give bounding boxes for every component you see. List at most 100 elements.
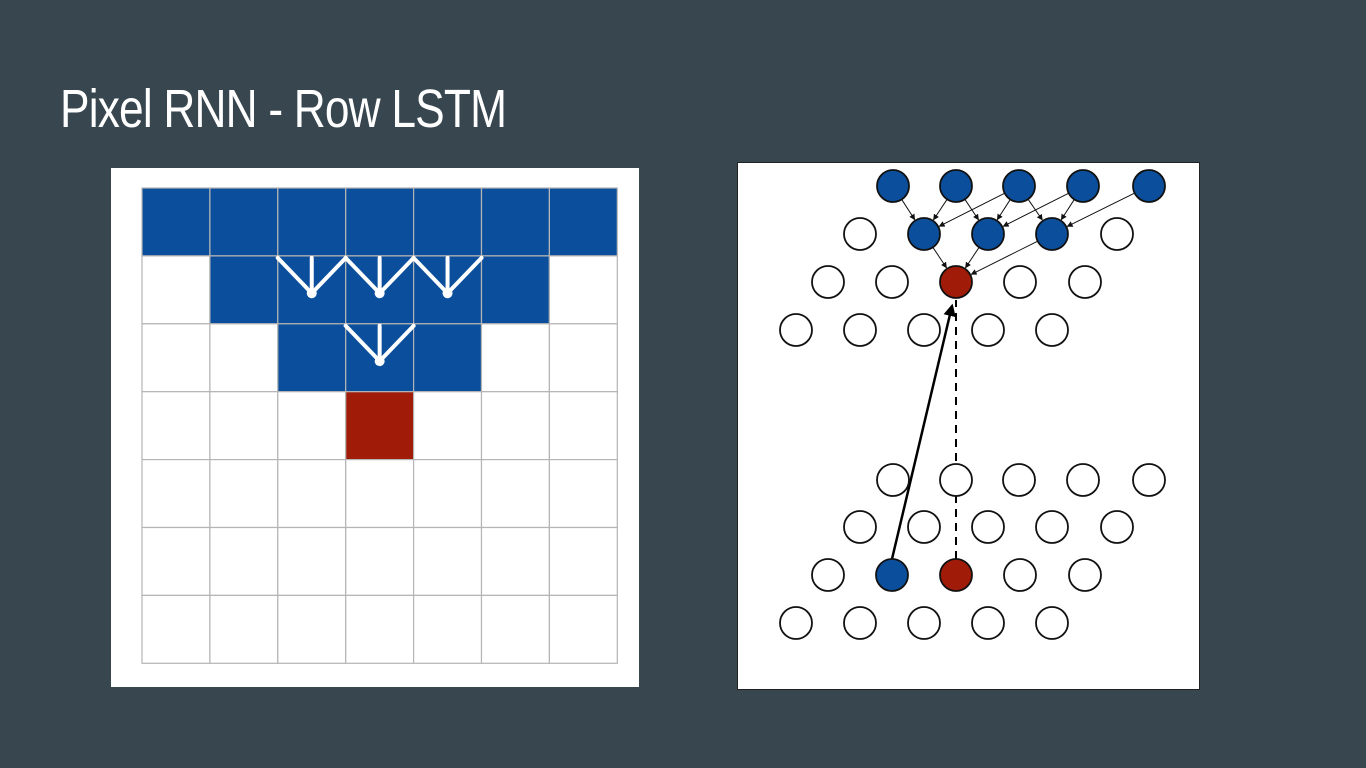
node	[971, 510, 1005, 544]
grid-cell	[548, 323, 618, 393]
node-context	[971, 217, 1005, 251]
grid-cell-current	[345, 391, 415, 461]
grid-cell-context	[277, 187, 347, 257]
connector-line	[445, 255, 484, 296]
grid-cell	[480, 323, 551, 393]
grid-cell	[548, 391, 618, 461]
connector-line	[411, 255, 450, 296]
node	[939, 463, 973, 497]
node	[1035, 606, 1069, 640]
grid-cell	[345, 459, 415, 529]
node-current	[939, 265, 973, 299]
node	[971, 313, 1005, 347]
dependency-arrow	[970, 240, 1038, 275]
grid-cell	[413, 526, 483, 597]
grid-cell	[480, 594, 551, 664]
node	[1100, 217, 1134, 251]
pixel-grid-panel	[111, 168, 639, 687]
node-context	[875, 558, 909, 592]
grid-cell	[548, 459, 618, 529]
node	[779, 606, 813, 640]
grid-cell	[277, 594, 347, 664]
node	[843, 217, 877, 251]
node	[907, 510, 941, 544]
grid-cell	[141, 391, 211, 461]
connector-glyph	[343, 255, 416, 299]
node-context	[1132, 169, 1166, 203]
node	[1068, 558, 1102, 592]
dependency-arrow	[964, 199, 979, 221]
node	[843, 313, 877, 347]
connector-glyph	[411, 255, 484, 299]
dependency-arrow	[965, 247, 980, 269]
node	[843, 510, 877, 544]
node-context	[1035, 217, 1069, 251]
grid-cell-context	[413, 187, 483, 257]
connector-glyph	[275, 255, 348, 299]
node	[1066, 463, 1100, 497]
node	[779, 313, 813, 347]
connector-line	[377, 255, 416, 296]
dependency-arrow	[1060, 199, 1075, 221]
grid-cell	[345, 526, 415, 597]
grid-cell	[209, 526, 279, 597]
node	[875, 265, 909, 299]
connector-line	[343, 255, 382, 296]
grid-cell	[141, 594, 211, 664]
grid-cell-context	[413, 323, 483, 393]
grid-cell	[141, 255, 211, 325]
connector-line	[309, 255, 348, 296]
grid-cell-context	[209, 255, 279, 325]
connector-dot	[374, 288, 385, 299]
grid-cell	[209, 391, 279, 461]
row-lstm-diagram	[779, 169, 1166, 640]
connector-line	[343, 323, 382, 364]
grid-cell	[345, 594, 415, 664]
node	[1002, 463, 1036, 497]
node	[1035, 510, 1069, 544]
node-context	[1066, 169, 1100, 203]
grid-cell	[413, 459, 483, 529]
node	[811, 558, 845, 592]
grid-cell	[480, 459, 551, 529]
pixel-grid-diagram	[141, 187, 618, 664]
node	[1068, 265, 1102, 299]
grid-cell	[209, 459, 279, 529]
dependency-arrow	[1027, 198, 1043, 221]
dependency-arrow	[1066, 192, 1135, 227]
node-context	[876, 169, 910, 203]
grid-cell	[548, 526, 618, 597]
grid-cell	[413, 391, 483, 461]
node-context	[907, 217, 941, 251]
grid-cell	[141, 323, 211, 393]
connector-dot	[306, 288, 317, 299]
grid-cell	[141, 526, 211, 597]
node	[907, 606, 941, 640]
connector-dot	[374, 356, 385, 367]
grid-cell	[141, 459, 211, 529]
grid-cell	[548, 594, 618, 664]
grid-cell	[209, 323, 279, 393]
dependency-arrow	[996, 199, 1011, 221]
node	[843, 606, 877, 640]
connector-line	[275, 255, 314, 296]
row-lstm-panel	[737, 162, 1200, 690]
grid-cell-context	[548, 187, 618, 257]
node	[907, 313, 941, 347]
node-context	[1002, 169, 1036, 203]
grid-cell-context	[209, 187, 279, 257]
slide-title: Pixel RNN - Row LSTM	[60, 79, 507, 139]
grid-cell-context	[345, 187, 415, 257]
grid-cell-context	[141, 187, 211, 257]
dependency-arrow	[933, 199, 948, 221]
node	[1003, 558, 1037, 592]
connector-dot	[442, 288, 453, 299]
grid-cell	[277, 459, 347, 529]
grid-cell	[277, 391, 347, 461]
dependency-arrow	[932, 247, 947, 269]
node-context	[939, 169, 973, 203]
node	[1100, 510, 1134, 544]
node-current	[939, 558, 973, 592]
node	[811, 265, 845, 299]
grid-cell-context	[277, 323, 347, 393]
